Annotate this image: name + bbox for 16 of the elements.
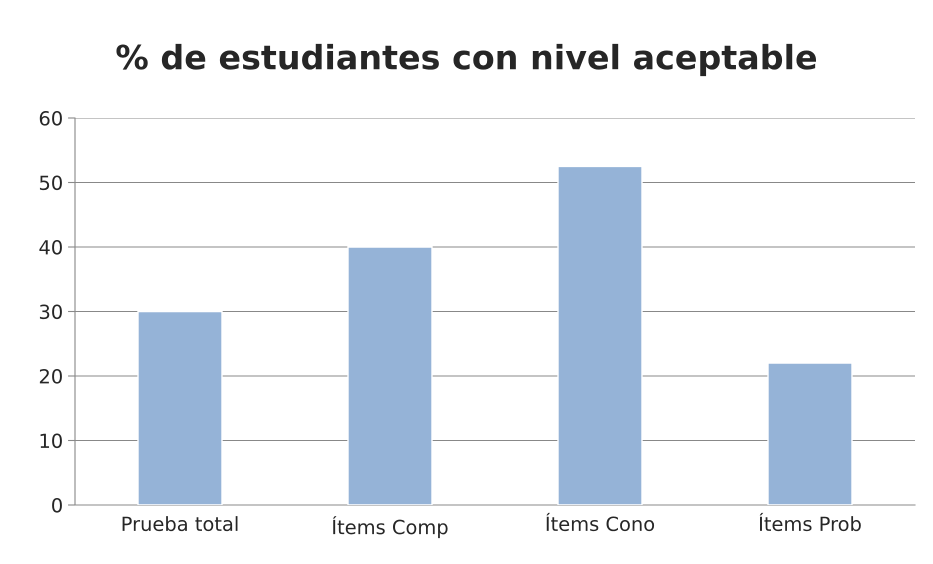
- y-tick-label: 0: [52, 498, 62, 513]
- y-tick-label: 30: [40, 304, 62, 320]
- bar: [137, 310, 223, 505]
- x-tick-label: Ítems Prob: [760, 512, 861, 532]
- y-tick-label: 50: [40, 175, 62, 190]
- bar: [557, 166, 643, 505]
- y-tick-label: 60: [40, 110, 62, 126]
- x-tick-label: Prueba total: [122, 516, 238, 532]
- bar: [767, 362, 853, 505]
- y-tick-label: 20: [40, 368, 62, 384]
- x-tick-label: Ítems Cono: [546, 512, 654, 532]
- y-tick-label: 40: [39, 240, 62, 255]
- bar: [347, 246, 433, 505]
- y-tick-label: 10: [40, 433, 62, 448]
- x-tick-label: Ítems Comp: [332, 516, 448, 538]
- chart-title: % de estudiantes con nivel aceptable: [116, 44, 816, 76]
